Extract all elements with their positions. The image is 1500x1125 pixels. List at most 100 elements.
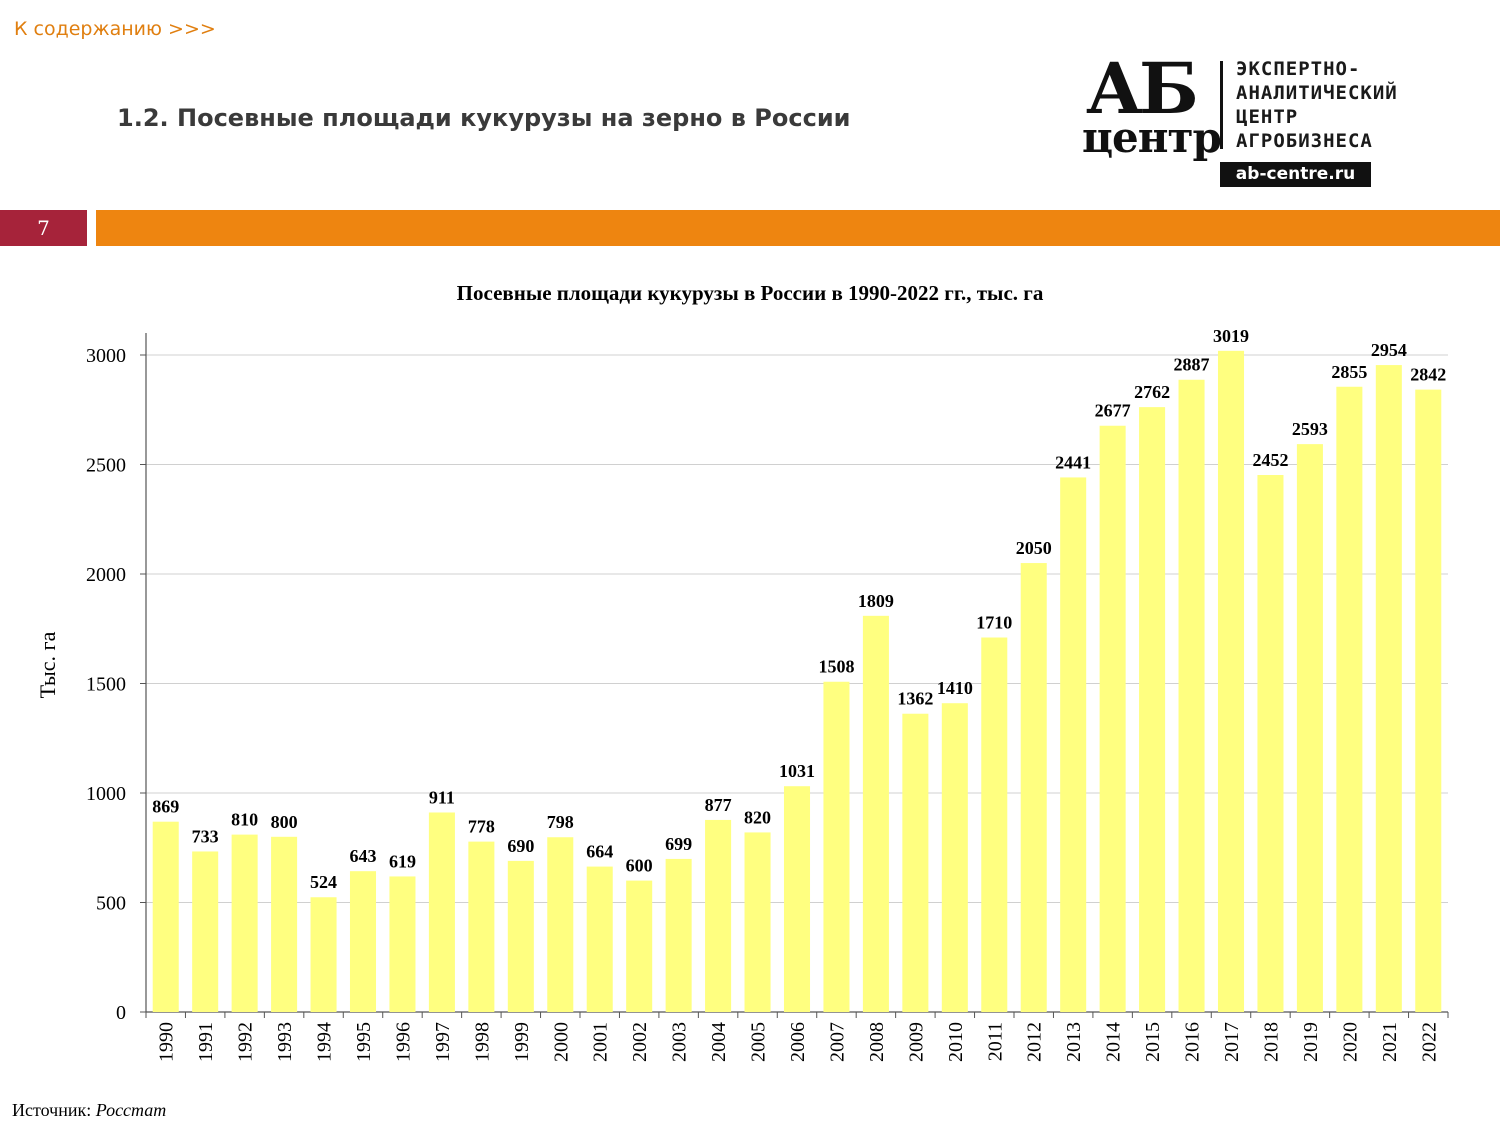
bar xyxy=(744,832,771,1012)
bar xyxy=(1415,389,1442,1012)
x-tick-label: 2003 xyxy=(669,1022,691,1062)
bar xyxy=(1375,365,1402,1013)
logo-caption-line: АНАЛИТИЧЕСКИЙ xyxy=(1236,82,1398,104)
x-tick-label: 2018 xyxy=(1260,1022,1282,1062)
data-label: 1362 xyxy=(897,689,933,709)
y-tick-label: 500 xyxy=(96,893,126,915)
header-accent-bar xyxy=(96,210,1500,246)
bar xyxy=(665,858,692,1012)
source-value: Росстат xyxy=(95,1100,167,1120)
bar xyxy=(271,836,298,1012)
x-tick-label: 2012 xyxy=(1024,1022,1046,1062)
logo-divider xyxy=(1220,61,1223,149)
bar xyxy=(862,615,889,1012)
bar xyxy=(547,837,574,1012)
data-label: 2677 xyxy=(1095,401,1131,421)
data-label: 1809 xyxy=(858,591,894,611)
data-label: 2887 xyxy=(1174,355,1210,375)
ab-centre-logo: АБ центр ЭКСПЕРТНО- АНАЛИТИЧЕСКИЙ ЦЕНТР … xyxy=(1078,47,1468,190)
x-tick-label: 1992 xyxy=(235,1022,257,1062)
bar xyxy=(823,681,850,1012)
data-label: 820 xyxy=(744,807,771,827)
chart-title: Посевные площади кукурузы в России в 199… xyxy=(456,281,1044,305)
x-tick-label: 2021 xyxy=(1379,1022,1401,1062)
data-label: 2842 xyxy=(1410,365,1446,385)
source-note: Источник: Росстат xyxy=(12,1100,166,1121)
x-tick-label: 1994 xyxy=(314,1022,336,1062)
data-label: 2593 xyxy=(1292,419,1328,439)
logo-ab-mark: АБ xyxy=(1086,47,1199,130)
data-label: 1710 xyxy=(976,613,1012,633)
x-tick-label: 2008 xyxy=(866,1022,888,1062)
data-label: 798 xyxy=(547,812,574,832)
bar xyxy=(705,819,732,1012)
bar xyxy=(1336,386,1363,1012)
x-tick-label: 2016 xyxy=(1182,1022,1204,1062)
data-label: 778 xyxy=(468,817,495,837)
x-tick-label: 2015 xyxy=(1142,1022,1164,1062)
bar xyxy=(428,812,455,1012)
x-tick-label: 2006 xyxy=(787,1022,809,1062)
bar xyxy=(586,866,613,1012)
bar xyxy=(1178,379,1205,1012)
bar xyxy=(1139,407,1166,1012)
toc-link[interactable]: К содержанию >>> xyxy=(14,18,216,40)
x-tick-label: 2004 xyxy=(708,1022,730,1062)
bar xyxy=(783,786,811,1012)
x-tick-label: 2017 xyxy=(1221,1022,1243,1062)
x-tick-label: 1993 xyxy=(274,1022,296,1062)
logo-caption-line: АГРОБИЗНЕСА xyxy=(1236,130,1373,152)
data-label: 2762 xyxy=(1134,382,1170,402)
data-label: 869 xyxy=(152,797,179,817)
bar xyxy=(231,834,258,1012)
x-tick-label: 2020 xyxy=(1339,1022,1361,1062)
x-tick-label: 2019 xyxy=(1300,1022,1322,1062)
data-label: 699 xyxy=(665,834,692,854)
data-label: 524 xyxy=(310,872,337,892)
y-tick-label: 2500 xyxy=(86,455,126,477)
page-number-badge: 7 xyxy=(0,210,87,246)
x-tick-label: 1990 xyxy=(156,1022,178,1062)
data-label: 1031 xyxy=(779,761,815,781)
bar xyxy=(507,860,534,1012)
data-label: 2441 xyxy=(1055,452,1091,472)
logo-url-link[interactable]: ab-centre.ru xyxy=(1220,162,1371,187)
bar xyxy=(941,703,968,1012)
data-label: 643 xyxy=(350,846,377,866)
x-tick-label: 2009 xyxy=(905,1022,927,1062)
data-label: 664 xyxy=(586,842,613,862)
page-title: 1.2. Посевные площади кукурузы на зерно … xyxy=(117,104,851,132)
bar xyxy=(310,897,337,1012)
x-tick-label: 1997 xyxy=(432,1022,454,1062)
bar xyxy=(152,821,179,1012)
y-tick-label: 3000 xyxy=(86,345,126,367)
bar xyxy=(1020,563,1047,1012)
x-tick-label: 2001 xyxy=(590,1022,612,1062)
y-tick-label: 1000 xyxy=(86,783,126,805)
data-label: 733 xyxy=(192,826,219,846)
bar xyxy=(389,876,416,1012)
logo-caption-line: ЦЕНТР xyxy=(1236,106,1299,128)
bar xyxy=(981,637,1008,1012)
x-tick-label: 2005 xyxy=(748,1022,770,1062)
bar xyxy=(349,871,377,1012)
x-tick-label: 2007 xyxy=(826,1022,848,1062)
x-tick-label: 2010 xyxy=(945,1022,967,1062)
x-tick-label: 1991 xyxy=(195,1022,217,1062)
bar xyxy=(468,841,495,1012)
bar xyxy=(626,880,653,1012)
data-label: 877 xyxy=(705,795,732,815)
data-label: 800 xyxy=(271,812,298,832)
bar xyxy=(192,851,219,1012)
x-tick-label: 1998 xyxy=(471,1022,493,1062)
data-label: 600 xyxy=(626,856,653,876)
logo-caption: ЭКСПЕРТНО- АНАЛИТИЧЕСКИЙ ЦЕНТР АГРОБИЗНЕ… xyxy=(1236,57,1398,153)
bar xyxy=(1060,477,1087,1012)
bar xyxy=(1099,425,1126,1012)
data-label: 1410 xyxy=(937,678,973,698)
bar xyxy=(1217,350,1245,1012)
logo-centre-mark: центр xyxy=(1082,113,1222,162)
bar xyxy=(902,713,929,1012)
data-label: 2050 xyxy=(1016,538,1052,558)
